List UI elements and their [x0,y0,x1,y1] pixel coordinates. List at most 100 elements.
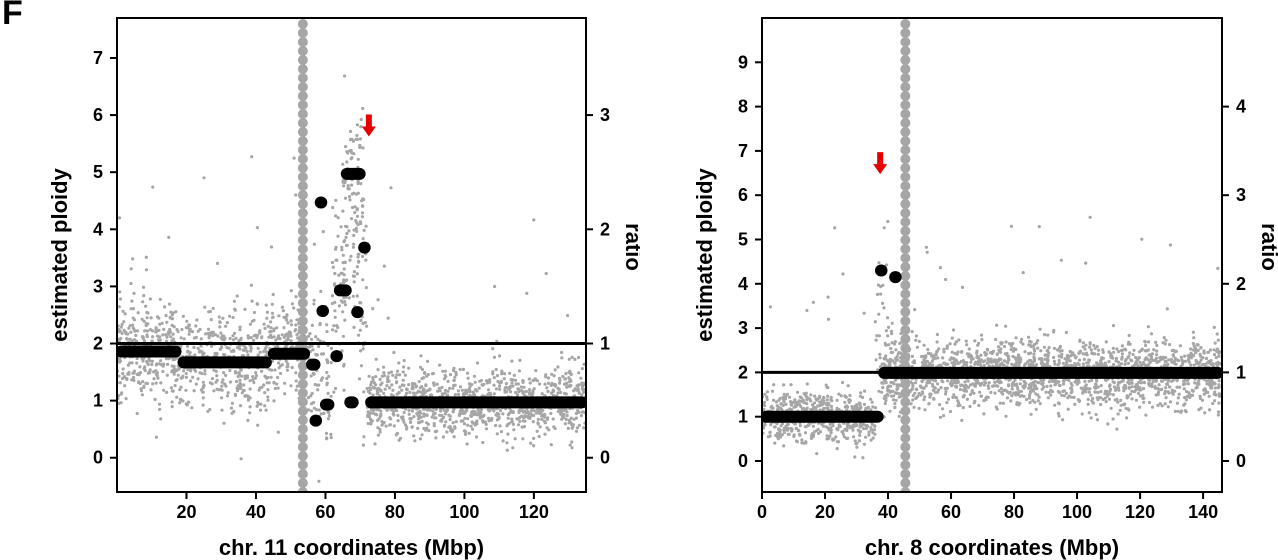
data-point [434,436,438,440]
data-point [169,335,173,339]
data-point [201,396,205,400]
data-point [1077,351,1081,355]
data-point [325,376,329,381]
data-point [1027,396,1032,400]
centromere-marker [900,19,911,29]
data-point [235,379,239,384]
centromere-marker [297,244,308,254]
data-point [526,414,530,418]
data-point [829,426,833,430]
data-point [998,362,1003,367]
data-point [933,390,937,394]
data-point [1187,391,1191,395]
data-point [1214,356,1218,360]
data-point [157,328,161,332]
data-point [355,123,359,127]
data-point [894,359,898,363]
data-point [284,316,288,320]
data-point [1036,346,1040,350]
data-point [169,310,173,314]
data-point [1164,356,1168,360]
data-point [188,351,192,355]
data-point [1196,343,1200,347]
data-point [360,204,365,208]
data-point [194,324,198,328]
data-point [349,150,353,154]
data-point [342,278,346,282]
data-point [768,305,773,309]
data-point [452,366,456,370]
centromere-marker [900,352,911,362]
data-point [263,391,267,395]
data-point [1207,379,1211,383]
data-point [888,409,892,413]
data-point [265,310,269,314]
data-point [1168,343,1172,347]
data-point [982,399,986,403]
data-point [1178,385,1182,389]
data-point [953,351,957,355]
data-point [1177,392,1181,396]
data-point [150,359,155,363]
data-point [233,370,237,374]
data-point [1188,395,1192,400]
data-point [1015,382,1019,386]
centromere-marker [900,226,911,236]
data-point [1042,363,1046,367]
data-point [1014,363,1018,367]
data-point [1164,338,1168,342]
data-point [364,224,368,228]
data-point [463,416,467,420]
data-point [1217,383,1221,387]
data-point [1050,390,1054,394]
data-point [1014,393,1018,397]
centromere-marker [297,370,308,380]
data-point [888,360,892,364]
data-point [789,383,793,387]
data-point [974,380,978,384]
data-point [582,383,586,387]
data-point [835,447,839,451]
data-point [443,408,447,413]
data-point [873,406,878,410]
data-point [329,394,333,398]
data-point [237,372,241,377]
data-point [212,368,216,372]
data-point [329,436,333,440]
data-point [1006,357,1011,361]
data-point [532,387,536,391]
data-point [1001,401,1006,405]
data-point [347,195,352,199]
data-point [818,394,822,398]
data-point [562,416,566,420]
data-point [965,397,970,401]
y-tick-label: 7 [93,48,103,68]
data-point [886,334,890,338]
data-point [172,372,176,376]
data-point [334,247,338,251]
data-point [141,300,145,304]
data-point [181,314,185,318]
data-point [262,322,266,326]
data-point [117,374,121,378]
centromere-marker [900,325,911,335]
data-point [1091,401,1095,405]
data-point [926,351,931,355]
centromere-marker [297,46,308,56]
data-point [1114,386,1118,390]
data-point [909,388,913,392]
data-point [139,389,143,393]
y-tick-label: 4 [93,219,103,239]
data-point [1013,378,1017,382]
centromere-marker [900,118,911,128]
data-point [277,361,281,365]
data-point [184,375,188,379]
data-point [357,377,362,381]
data-point [1162,363,1167,367]
data-point [327,414,331,418]
data-point [275,382,279,386]
data-point [202,176,206,180]
data-point [171,311,175,315]
data-point [479,379,483,383]
data-point [294,193,298,197]
